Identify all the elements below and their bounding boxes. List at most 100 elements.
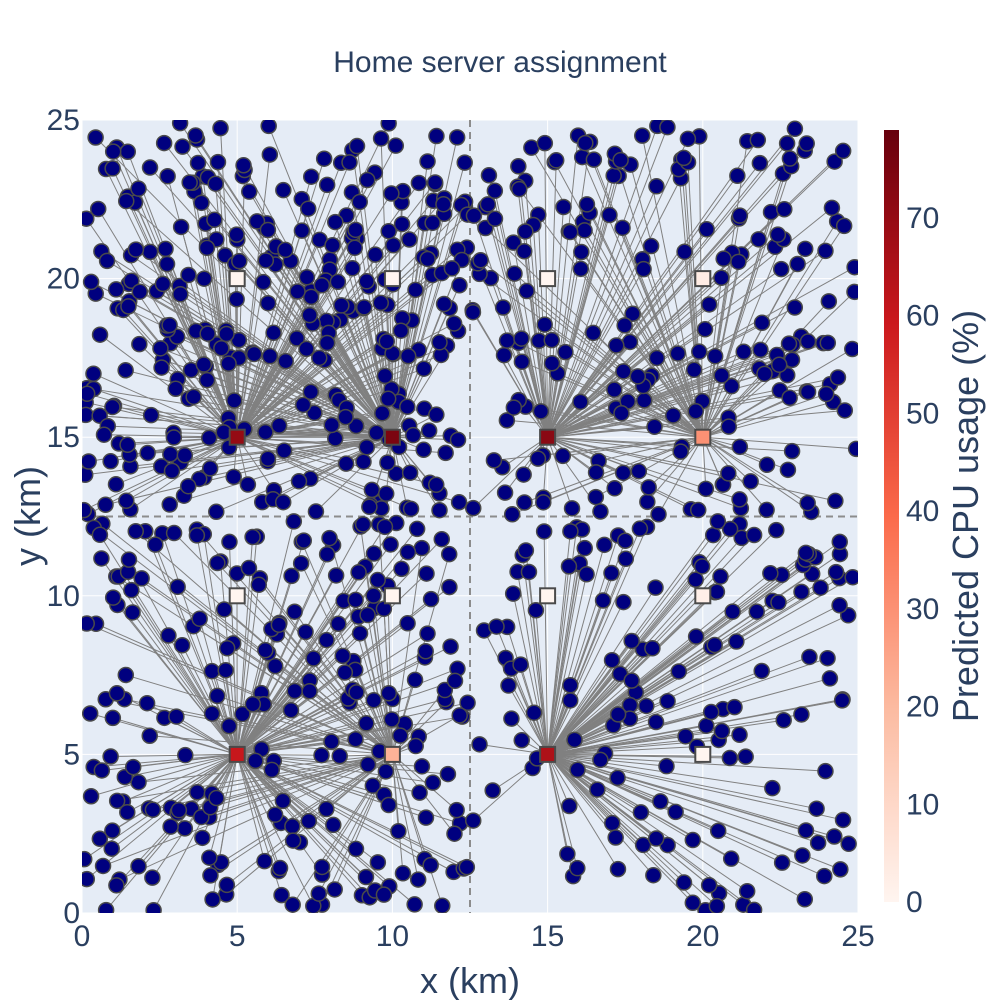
- assignment-line: [547, 576, 721, 755]
- user-point: [131, 283, 149, 300]
- user-point: [731, 438, 749, 456]
- user-point: [634, 836, 652, 854]
- user-point: [555, 198, 572, 216]
- user-point: [277, 241, 294, 259]
- user-point: [206, 211, 223, 229]
- assignment-line: [117, 753, 393, 802]
- user-point: [202, 867, 219, 884]
- user-point: [659, 692, 676, 710]
- user-point: [347, 591, 364, 609]
- assignment-line: [238, 260, 393, 438]
- user-point: [369, 571, 386, 589]
- colorbar-ticks: 0 10 20 30 40 50 60 70: [906, 202, 939, 919]
- user-point: [797, 544, 815, 562]
- user-point: [793, 583, 810, 601]
- user-point: [220, 355, 237, 372]
- user-point: [337, 455, 355, 472]
- user-point: [402, 500, 420, 518]
- user-point: [315, 150, 333, 167]
- assignment-line: [508, 685, 549, 755]
- user-point: [631, 520, 649, 537]
- assignment-line: [93, 527, 393, 755]
- assignment-line: [161, 533, 238, 755]
- user-point: [399, 398, 416, 415]
- user-point: [286, 682, 303, 700]
- user-point: [713, 722, 731, 740]
- user-point: [756, 365, 773, 383]
- user-point: [511, 180, 528, 198]
- user-point: [847, 440, 858, 458]
- user-point: [218, 325, 235, 343]
- user-point: [104, 589, 122, 606]
- user-point: [385, 237, 402, 254]
- user-point: [605, 167, 622, 184]
- user-point: [737, 748, 754, 765]
- user-point: [535, 523, 553, 540]
- assignment-line: [547, 601, 624, 755]
- user-point: [376, 518, 394, 536]
- assignment-line: [547, 375, 639, 438]
- assignment-line: [496, 626, 549, 755]
- user-point: [758, 456, 776, 474]
- user-point: [123, 272, 140, 289]
- user-point: [547, 152, 565, 169]
- user-point: [731, 207, 749, 224]
- user-point: [221, 533, 238, 551]
- user-point: [768, 521, 785, 539]
- user-point: [812, 579, 829, 596]
- user-point: [270, 417, 288, 434]
- user-point: [831, 533, 848, 551]
- user-point: [193, 194, 210, 212]
- user-point: [141, 727, 158, 744]
- user-point: [256, 852, 273, 870]
- user-point: [779, 461, 797, 479]
- user-point: [191, 610, 208, 627]
- user-point: [829, 369, 847, 386]
- user-point: [635, 260, 652, 278]
- user-point: [355, 453, 372, 470]
- user-point: [720, 465, 737, 482]
- assignment-line: [237, 680, 456, 755]
- user-point: [817, 242, 834, 260]
- user-point: [632, 804, 650, 821]
- assignment-line: [547, 754, 570, 807]
- user-point: [347, 840, 365, 858]
- server-marker: [228, 428, 246, 446]
- user-point: [231, 252, 248, 270]
- user-point: [93, 762, 111, 779]
- assignment-line: [547, 544, 605, 755]
- user-point: [775, 712, 792, 729]
- user-point: [445, 315, 463, 332]
- user-point: [170, 801, 188, 819]
- user-point: [104, 160, 121, 177]
- assignment-line: [702, 221, 838, 438]
- assignment-line: [392, 701, 447, 755]
- user-point: [380, 685, 398, 702]
- user-point: [629, 368, 647, 385]
- user-point: [239, 476, 257, 493]
- user-point: [704, 526, 722, 544]
- user-point: [464, 499, 482, 517]
- assignment-line: [547, 160, 622, 438]
- user-point: [302, 288, 320, 306]
- assignment-line: [315, 436, 393, 512]
- user-point: [527, 602, 545, 619]
- user-point: [827, 563, 845, 581]
- assignment-line: [547, 614, 849, 755]
- user-point: [520, 563, 538, 581]
- user-point: [141, 243, 159, 261]
- user-point: [726, 698, 743, 716]
- assignment-line: [127, 571, 393, 755]
- user-point: [394, 865, 412, 882]
- user-point: [228, 290, 245, 308]
- user-point: [407, 281, 424, 299]
- assignment-line: [547, 699, 843, 755]
- assignment-line: [236, 690, 310, 755]
- user-point: [91, 830, 109, 848]
- user-point: [93, 550, 110, 567]
- user-point: [288, 330, 306, 347]
- user-point: [358, 715, 375, 732]
- assignment-line: [112, 597, 238, 755]
- user-point: [104, 822, 121, 839]
- assignment-line: [702, 225, 845, 438]
